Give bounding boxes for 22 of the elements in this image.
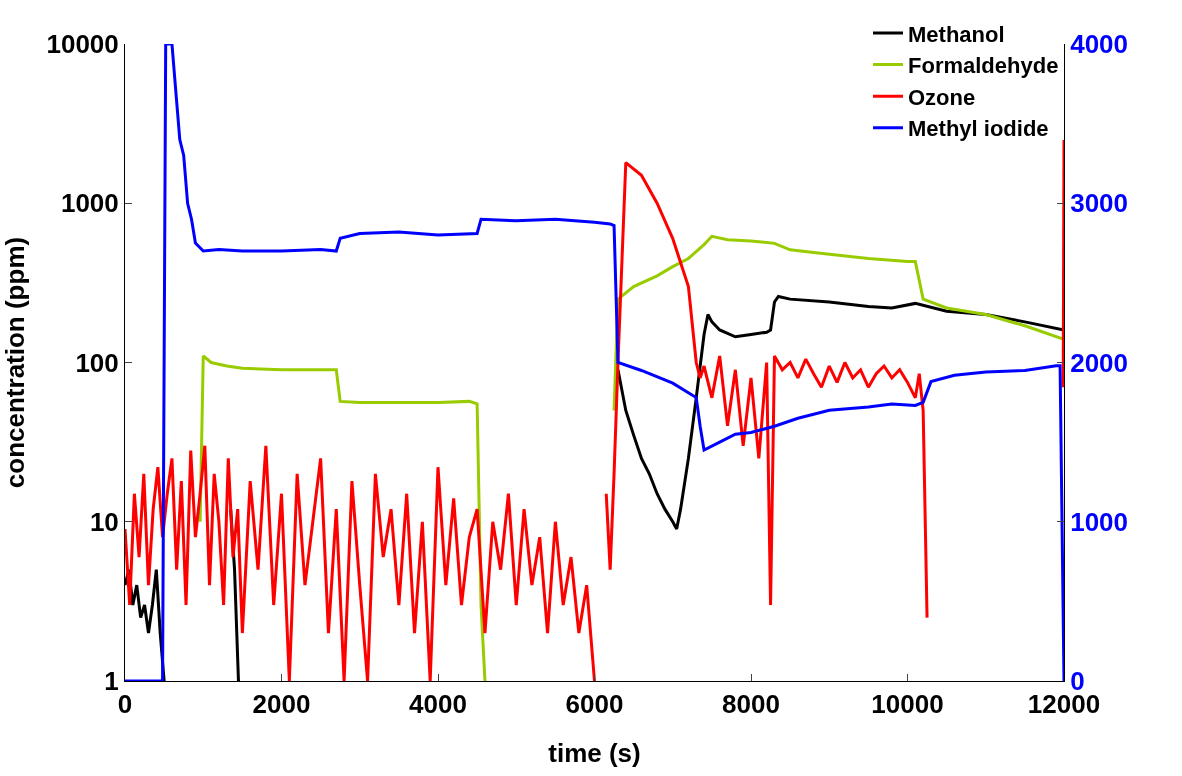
- legend-label: Methyl iodide: [908, 116, 1049, 142]
- legend-label: Ozone: [908, 84, 976, 110]
- y-tick-label: 10: [89, 506, 119, 537]
- y-tick-label: 1: [104, 666, 119, 697]
- x-tick-label: 2000: [252, 689, 311, 720]
- y-axis-title: concentration (ppm): [0, 236, 30, 489]
- legend-label: Methanol: [908, 21, 1005, 47]
- y2-tick-label: 4000: [1070, 29, 1129, 60]
- y2-tick-label: 1000: [1070, 506, 1129, 537]
- y2-tick-label: 3000: [1070, 188, 1129, 219]
- y-tick-label: 10000: [46, 29, 119, 60]
- x-tick-label: 10000: [871, 689, 944, 720]
- x-tick-label: 6000: [565, 689, 624, 720]
- x-tick-label: 12000: [1027, 689, 1101, 720]
- x-tick-label: 8000: [722, 689, 780, 720]
- x-tick-label: 0: [117, 689, 133, 720]
- y-tick-label: 1000: [60, 188, 119, 219]
- legend-label: Formaldehyde: [908, 53, 1059, 79]
- y-tick-label: 100: [75, 347, 119, 378]
- x-tick-label: 4000: [409, 689, 467, 720]
- y2-tick-label: 2000: [1070, 347, 1129, 378]
- x-axis-title: time (s): [548, 737, 641, 768]
